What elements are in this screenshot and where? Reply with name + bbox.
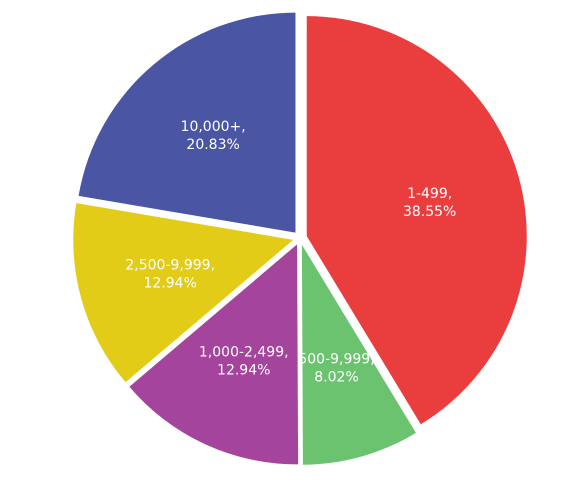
slice-label: 10,000+, 20.83%	[181, 119, 246, 153]
slice-value-label: 12.94%	[144, 276, 197, 292]
slice-category-label: 500-9,999,	[298, 352, 374, 368]
slice-value-label: 20.83%	[186, 137, 239, 153]
pie-slice-500-9-999	[301, 244, 416, 465]
pie-slice-1-499	[306, 16, 527, 425]
slice-category-label: 2,500-9,999,	[125, 258, 215, 274]
pie-slice-1-000-2-499	[129, 244, 299, 465]
pie-slice-10-000plus	[78, 12, 296, 233]
slice-value-label: 8.02%	[314, 370, 358, 386]
slice-label: 1,000-2,499, 12.94%	[199, 344, 289, 378]
slice-label: 1-499, 38.55%	[403, 186, 456, 220]
slice-value-label: 12.94%	[217, 362, 270, 378]
slice-category-label: 10,000+,	[181, 119, 246, 135]
slice-value-label: 38.55%	[403, 204, 456, 220]
pie-slice-2-500-9-999	[73, 203, 294, 383]
slice-label: 500-9,999, 8.02%	[298, 352, 374, 386]
slice-label: 2,500-9,999, 12.94%	[125, 258, 215, 292]
slice-category-label: 1,000-2,499,	[199, 344, 289, 360]
slice-category-label: 1-499,	[407, 186, 452, 202]
